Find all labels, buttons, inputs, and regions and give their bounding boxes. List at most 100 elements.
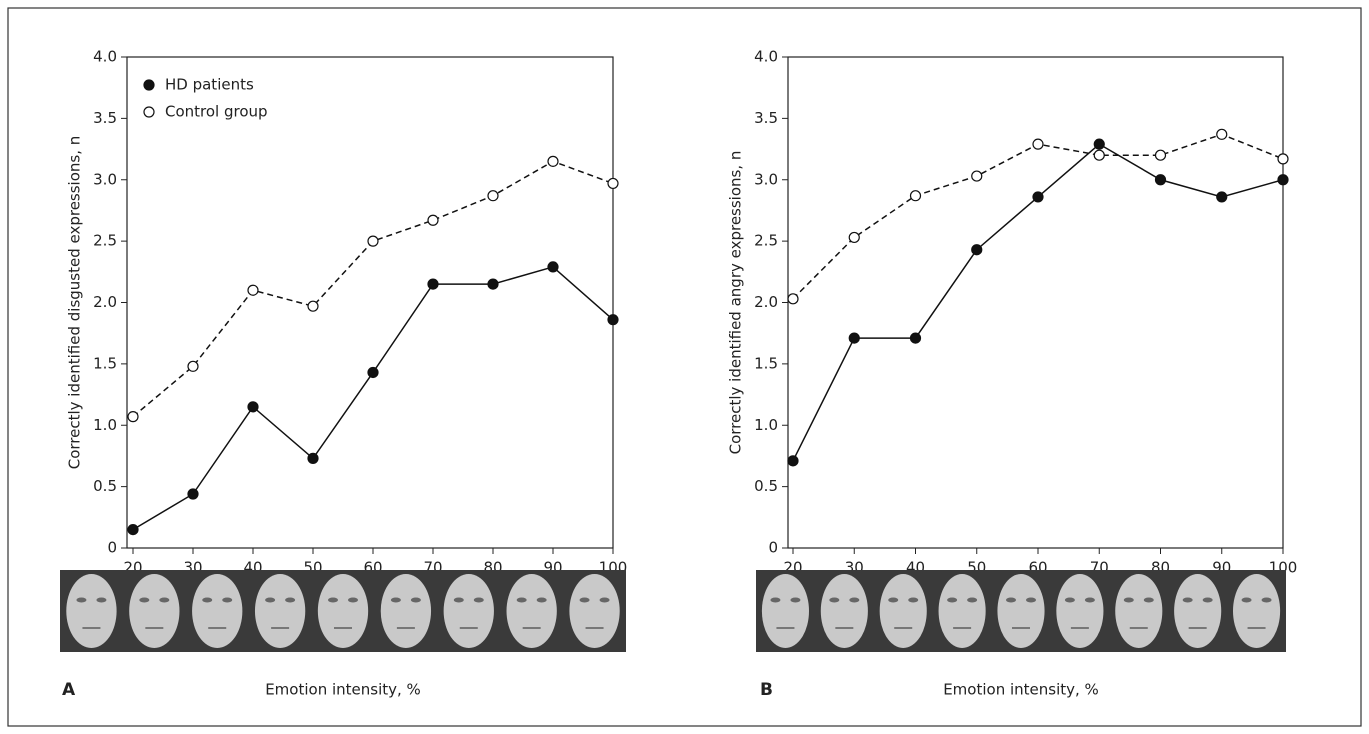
face: [254, 574, 306, 648]
y-tick-label: 2.0: [754, 293, 778, 311]
data-point: [427, 278, 439, 290]
face-eye: [908, 597, 919, 603]
face-eye: [348, 597, 358, 603]
face: [380, 574, 432, 648]
data-point: [1216, 128, 1228, 140]
face: [66, 574, 117, 648]
face: [820, 574, 868, 648]
data-point: [971, 244, 983, 256]
face-eye: [328, 597, 338, 603]
data-point: [1093, 149, 1105, 161]
y-tick-label: 0.5: [93, 477, 117, 495]
y-tick-label: 1.5: [93, 354, 117, 372]
data-point: [1277, 174, 1289, 186]
data-point: [909, 332, 922, 344]
x-axis-label: Emotion intensity, %: [265, 681, 421, 699]
face-eye: [579, 597, 590, 603]
legend-label: HD patients: [165, 76, 254, 94]
data-point: [187, 360, 199, 372]
face-eye: [1026, 597, 1036, 603]
data-point: [487, 190, 499, 202]
face: [1233, 574, 1281, 648]
face-eye: [1261, 597, 1272, 603]
face-eye: [76, 597, 87, 603]
data-point: [547, 261, 559, 273]
y-tick-label: 4.0: [754, 48, 778, 66]
y-tick-label: 1.5: [754, 354, 778, 372]
figure-border: [7, 7, 1362, 727]
face-eye: [1064, 597, 1075, 603]
face-eye: [1241, 597, 1252, 603]
y-tick-label: 3.5: [93, 109, 117, 127]
data-point: [971, 170, 983, 182]
series-line: [132, 160, 614, 418]
face-eye: [139, 597, 150, 603]
data-point: [187, 488, 199, 500]
face-eye: [770, 597, 781, 603]
y-tick-label: 3.0: [754, 170, 778, 188]
data-point: [547, 155, 559, 167]
face-eye: [285, 597, 296, 603]
face-eye: [599, 597, 610, 603]
face-eye: [790, 597, 801, 603]
data-point: [1216, 191, 1228, 203]
data-point: [307, 300, 319, 312]
face: [879, 574, 927, 648]
y-tick-label: 2.5: [754, 232, 778, 250]
face: [317, 574, 369, 648]
face-eye: [1182, 597, 1193, 603]
y-tick-label: 3.5: [754, 109, 778, 127]
y-axis-label: Correctly identified disgusted expressio…: [66, 136, 84, 470]
data-point: [607, 177, 619, 190]
data-point: [848, 332, 860, 344]
y-tick-label: 0: [768, 539, 778, 557]
legend-marker: [143, 106, 155, 118]
face: [192, 574, 243, 648]
data-point: [787, 293, 799, 305]
data-point: [367, 366, 379, 379]
face: [761, 574, 809, 648]
face: [1056, 574, 1104, 648]
face-eye: [222, 597, 233, 603]
face: [938, 574, 986, 648]
face: [997, 574, 1045, 648]
face-eye: [1123, 597, 1134, 603]
face-eye: [1202, 597, 1213, 603]
face-eye: [947, 597, 958, 603]
face-eye: [473, 597, 484, 603]
face: [506, 574, 557, 648]
face-eye: [1143, 597, 1154, 603]
y-tick-label: 3.0: [93, 170, 117, 188]
face-eye: [96, 597, 107, 603]
y-tick-label: 1.0: [93, 416, 117, 434]
face-eye: [849, 597, 860, 603]
data-point: [1154, 149, 1167, 161]
plot-frame: [787, 56, 1284, 549]
face-eye: [1084, 597, 1095, 603]
data-point: [367, 235, 379, 247]
data-point: [307, 452, 319, 464]
data-point: [607, 314, 619, 326]
face: [1174, 574, 1222, 648]
face-eye: [888, 597, 899, 603]
data-point: [787, 455, 799, 467]
face-eye: [265, 597, 276, 603]
y-tick-label: 0: [107, 539, 117, 557]
face-eye: [202, 597, 213, 603]
data-point: [1032, 191, 1044, 203]
data-point: [909, 190, 922, 202]
y-tick-label: 4.0: [93, 48, 117, 66]
y-tick-label: 0.5: [754, 477, 778, 495]
panel-letter: A: [62, 680, 76, 700]
plot-frame: [126, 56, 614, 549]
face-eye: [410, 597, 421, 603]
face: [443, 574, 494, 648]
data-point: [127, 523, 139, 536]
data-point: [848, 231, 860, 244]
face: [1115, 574, 1163, 648]
face-eye: [159, 597, 170, 603]
data-point: [1032, 138, 1044, 150]
data-point: [127, 411, 139, 423]
y-tick-label: 1.0: [754, 416, 778, 434]
